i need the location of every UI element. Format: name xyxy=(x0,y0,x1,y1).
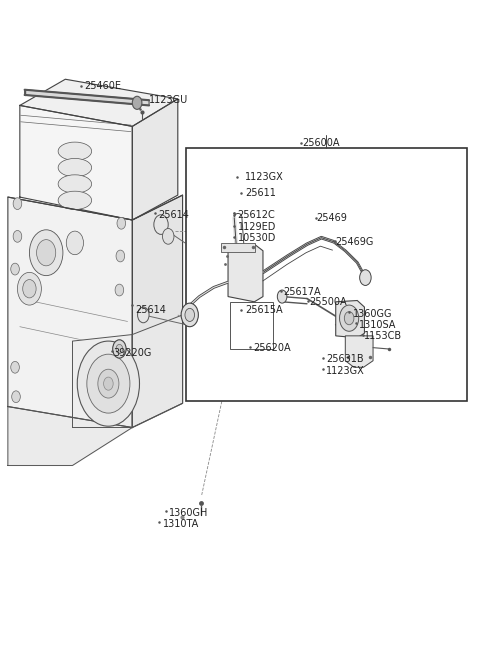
Text: 1123GX: 1123GX xyxy=(245,173,284,182)
Ellipse shape xyxy=(58,191,92,209)
Circle shape xyxy=(181,303,198,327)
Circle shape xyxy=(29,230,63,276)
Polygon shape xyxy=(24,90,149,106)
Text: 25469: 25469 xyxy=(317,213,348,223)
Circle shape xyxy=(115,378,124,390)
Text: 25631B: 25631B xyxy=(326,354,364,365)
Circle shape xyxy=(138,307,149,323)
Circle shape xyxy=(36,239,56,266)
Polygon shape xyxy=(132,315,182,428)
Circle shape xyxy=(132,96,142,110)
Text: 25611: 25611 xyxy=(245,188,276,198)
Circle shape xyxy=(113,340,126,358)
Text: 25460E: 25460E xyxy=(84,81,121,91)
Circle shape xyxy=(87,354,130,413)
Text: 1310TA: 1310TA xyxy=(162,520,199,529)
Ellipse shape xyxy=(58,174,92,193)
Text: 25612C: 25612C xyxy=(238,211,276,220)
Text: 1123GX: 1123GX xyxy=(326,365,365,375)
Ellipse shape xyxy=(58,159,92,176)
Text: 25500A: 25500A xyxy=(310,297,347,307)
Circle shape xyxy=(154,215,168,234)
Text: 1123GU: 1123GU xyxy=(149,95,188,105)
Text: 1129ED: 1129ED xyxy=(238,222,276,232)
Polygon shape xyxy=(345,336,373,367)
Bar xyxy=(230,302,273,349)
Circle shape xyxy=(117,217,126,229)
Polygon shape xyxy=(228,244,263,302)
Circle shape xyxy=(360,270,371,285)
Text: 25614: 25614 xyxy=(158,211,190,220)
Circle shape xyxy=(23,279,36,298)
Circle shape xyxy=(12,391,20,403)
Text: 25614: 25614 xyxy=(136,304,167,315)
Text: 25620A: 25620A xyxy=(253,342,291,353)
Polygon shape xyxy=(132,99,178,220)
Circle shape xyxy=(13,230,22,242)
Circle shape xyxy=(162,228,174,244)
Circle shape xyxy=(277,290,287,303)
Polygon shape xyxy=(132,195,182,428)
Text: 25615A: 25615A xyxy=(245,304,282,315)
Ellipse shape xyxy=(58,142,92,161)
Polygon shape xyxy=(8,407,132,466)
Circle shape xyxy=(17,272,41,305)
Circle shape xyxy=(98,369,119,398)
Circle shape xyxy=(66,231,84,255)
Circle shape xyxy=(104,377,113,390)
Text: 25600A: 25600A xyxy=(302,138,340,148)
Circle shape xyxy=(339,305,359,331)
Bar xyxy=(186,148,468,401)
Polygon shape xyxy=(336,300,364,338)
Text: 25469G: 25469G xyxy=(336,237,374,247)
Polygon shape xyxy=(20,79,178,127)
Text: 1153CB: 1153CB xyxy=(364,331,403,341)
Text: 25617A: 25617A xyxy=(283,287,321,297)
Text: 1360GG: 1360GG xyxy=(352,308,392,319)
Text: 10530D: 10530D xyxy=(238,233,276,243)
Circle shape xyxy=(13,197,22,209)
Bar xyxy=(221,243,255,252)
Circle shape xyxy=(185,308,194,321)
Polygon shape xyxy=(8,197,132,428)
Polygon shape xyxy=(72,335,132,428)
Circle shape xyxy=(11,361,19,373)
Text: 1360GH: 1360GH xyxy=(169,508,208,518)
Circle shape xyxy=(11,263,19,275)
Circle shape xyxy=(116,250,125,262)
Polygon shape xyxy=(20,106,132,220)
Circle shape xyxy=(115,284,124,296)
Circle shape xyxy=(116,344,123,354)
Circle shape xyxy=(344,312,354,325)
Text: 39220G: 39220G xyxy=(113,348,152,358)
Circle shape xyxy=(77,341,140,426)
Circle shape xyxy=(115,407,124,419)
Text: 1310SA: 1310SA xyxy=(359,319,396,330)
